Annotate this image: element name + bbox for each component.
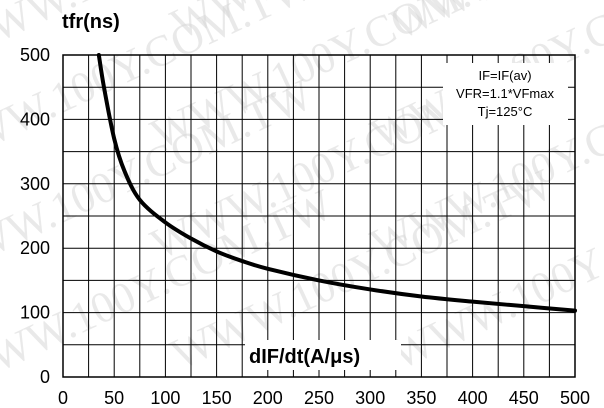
annotation-box	[443, 63, 568, 125]
x-tick-label: 300	[355, 388, 385, 408]
x-tick-label: 150	[202, 388, 232, 408]
y-tick-label: 0	[40, 367, 50, 387]
annotation-line-3: Tj=125°C	[478, 104, 533, 119]
plot-frame	[62, 54, 576, 378]
x-axis-label-background	[245, 340, 401, 370]
y-tick-label: 100	[20, 303, 50, 323]
y-axis-label: tfr(ns)	[62, 11, 120, 33]
x-tick-label: 350	[406, 388, 436, 408]
x-tick-label: 500	[560, 388, 590, 408]
annotation-line-2: VFR=1.1*VFmax	[456, 86, 554, 101]
x-tick-label: 100	[150, 388, 180, 408]
series-layer	[96, 53, 577, 313]
x-tick-label: 450	[509, 388, 539, 408]
y-tick-label: 200	[20, 238, 50, 258]
annotation-line-1: IF=IF(av)	[478, 68, 531, 83]
grid	[62, 54, 576, 378]
tick-labels: 0 50 100 150 200 250 300 350 400 450 500 0 100 200 300…	[20, 45, 590, 408]
y-tick-label: 300	[20, 174, 50, 194]
x-tick-label: 200	[253, 388, 283, 408]
x-axis-label: dIF/dt(A/μs)	[249, 346, 360, 368]
x-tick-label: 0	[58, 388, 68, 408]
series-line	[96, 53, 577, 313]
x-tick-label: 250	[304, 388, 334, 408]
y-tick-label: 400	[20, 109, 50, 129]
x-tick-label: 400	[458, 388, 488, 408]
x-tick-label: 50	[104, 388, 124, 408]
y-tick-label: 500	[20, 45, 50, 65]
